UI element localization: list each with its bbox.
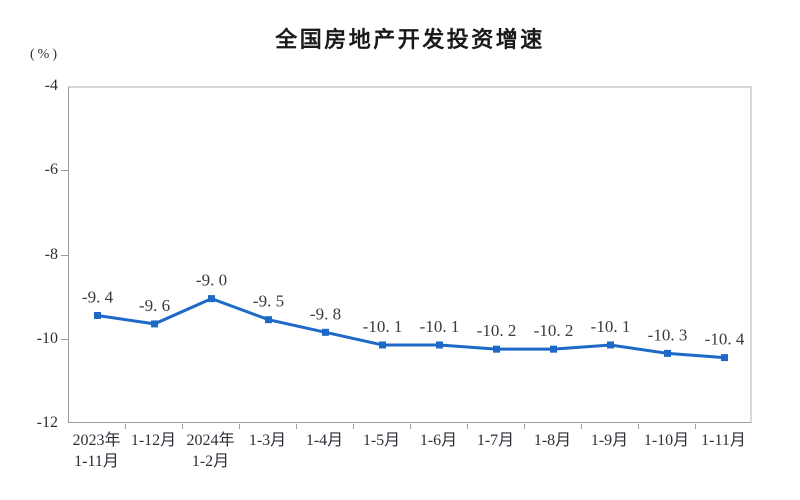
data-point-label: -10. 2 <box>534 321 574 340</box>
x-axis-tick-mark <box>581 424 582 429</box>
x-axis-label-line: 1-9月 <box>590 432 629 449</box>
x-axis-tick-mark <box>239 424 240 429</box>
x-axis-tick-mark <box>638 424 639 429</box>
x-axis-label-line: 1-3月 <box>248 432 287 449</box>
y-axis-tick-mark <box>61 338 68 340</box>
data-point-label: -9. 4 <box>82 287 114 306</box>
x-axis-tick-mark <box>524 424 525 429</box>
data-point-label: -10. 3 <box>648 325 688 344</box>
data-point-label: -10. 1 <box>591 317 631 336</box>
x-axis-tick-mark <box>182 424 183 429</box>
x-axis-tick-mark <box>125 424 126 429</box>
x-axis-label-line: 1-10月 <box>643 432 690 449</box>
data-point-label: -9. 8 <box>310 304 341 323</box>
x-axis-tick-mark <box>353 424 354 429</box>
data-series-canvas: -9. 4 -9. 6 -9. 0 -9. 5 -9. 8 -10. 1 -10. 1 -10… <box>82 271 745 362</box>
x-axis-tick-mark <box>410 424 411 429</box>
data-point-marker <box>721 354 728 362</box>
y-axis-tick-label: -6 <box>44 161 58 179</box>
y-axis-tick-label: -12 <box>36 414 58 431</box>
data-point-marker <box>265 316 272 324</box>
data-point-marker <box>493 345 500 353</box>
x-axis-category-label: 1-6月 <box>393 430 485 451</box>
x-axis-category-label: 1-3月 <box>222 430 314 451</box>
data-point-label: -10. 2 <box>477 321 517 340</box>
data-point-label: -9. 5 <box>253 292 284 311</box>
x-axis-tick-mark <box>296 424 297 429</box>
x-axis-label-line: 1-11月 <box>74 453 119 470</box>
x-axis-label-line: 1-4月 <box>305 432 344 449</box>
chart-title: 全国房地产开发投资增速 <box>275 27 545 52</box>
x-axis-category-label: 1-11月 <box>678 430 770 451</box>
x-axis-tick-mark <box>467 424 468 429</box>
x-axis-label-line: 1-11月 <box>701 432 746 449</box>
data-point-marker <box>94 311 101 319</box>
data-point-label: -10. 1 <box>363 317 403 336</box>
x-axis-label-line: 2024年 <box>186 432 235 449</box>
data-point-label: -10. 4 <box>705 330 745 349</box>
x-axis-category-label: 1-8月 <box>507 430 599 451</box>
data-point-marker <box>151 320 158 328</box>
data-point-label: -10. 1 <box>420 317 460 336</box>
x-axis-category-label: 1-9月 <box>564 430 656 451</box>
data-point-marker <box>322 328 329 336</box>
x-axis-category-label: 1-4月 <box>279 430 371 451</box>
data-point-marker <box>436 341 443 349</box>
x-axis-category-label: 2023年 1-11月 <box>51 430 143 472</box>
data-point-marker <box>607 341 614 349</box>
data-point-marker <box>379 341 386 349</box>
y-axis-tick-mark <box>61 254 68 256</box>
x-axis-label-line: 2023年 <box>72 432 121 449</box>
growth-rate-line <box>97 297 725 360</box>
y-axis-tick-mark <box>61 170 68 172</box>
x-axis-label-line: 1-8月 <box>533 432 572 449</box>
x-axis-category-label: 2024年 1-2月 <box>165 430 257 472</box>
x-axis-label-line: 1-6月 <box>419 432 458 449</box>
x-axis-label-line: 1-5月 <box>362 432 401 449</box>
x-axis-label-line: 1-7月 <box>476 432 515 449</box>
y-axis-unit-label: (%) <box>30 47 60 62</box>
x-axis-category-label: 1-5月 <box>336 430 428 451</box>
y-axis-tick-label: -4 <box>44 77 58 94</box>
y-axis-tick-label: -10 <box>36 329 58 347</box>
x-axis-category-label: 1-7月 <box>450 430 542 451</box>
y-axis-tick-label: -8 <box>44 245 58 263</box>
x-axis-category-label: 1-12月 <box>108 430 200 451</box>
data-point-label: -9. 0 <box>196 271 227 290</box>
data-point-marker <box>550 345 557 353</box>
x-axis-label-line: 1-2月 <box>191 453 230 470</box>
x-axis-category-label: 1-10月 <box>621 430 713 451</box>
data-point-label: -9. 6 <box>139 296 170 315</box>
data-point-marker <box>208 295 215 303</box>
x-axis-label-line: 1-12月 <box>130 432 177 449</box>
data-point-marker <box>664 349 671 357</box>
plot-area: -9. 4 -9. 6 -9. 0 -9. 5 -9. 8 -10. 1 -10. 1 -10… <box>68 86 752 423</box>
x-axis-tick-mark <box>695 424 696 429</box>
